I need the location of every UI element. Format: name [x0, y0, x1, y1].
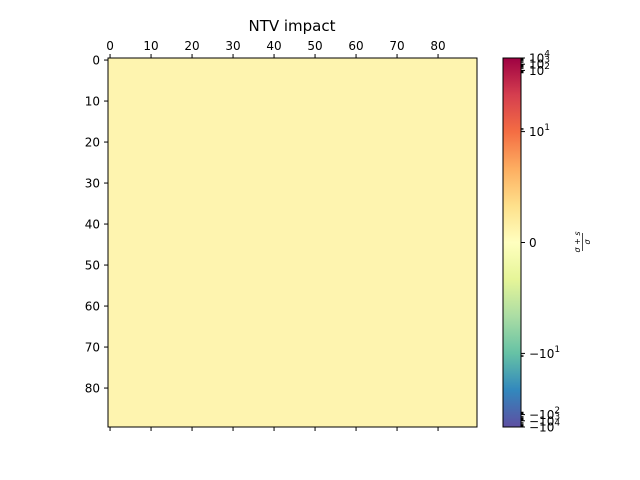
- colorbar-tick-label: −103: [529, 412, 560, 428]
- colorbar-tick-label: −101: [529, 345, 560, 361]
- y-tick-label: 80: [85, 382, 100, 396]
- colorbar: [502, 57, 522, 428]
- colorbar-tick-label: −104: [529, 419, 560, 435]
- colorbar-label: σ + s σ: [573, 231, 592, 252]
- y-tick-label: 40: [85, 218, 100, 232]
- colorbar-tick-label: −102: [529, 406, 560, 422]
- x-tick-label: 80: [430, 39, 445, 53]
- y-tick-label: 10: [85, 95, 100, 109]
- x-tick-label: 0: [106, 39, 114, 53]
- y-axis: 0 10 20 30 40 50 60 70 80: [85, 54, 108, 396]
- y-tick-label: 60: [85, 300, 100, 314]
- y-tick-label: 70: [85, 341, 100, 355]
- y-tick-label: 0: [92, 54, 100, 68]
- y-tick-label: 20: [85, 136, 100, 150]
- colorbar-label-numerator: σ + s: [573, 231, 582, 252]
- chart-title: NTV impact: [248, 17, 335, 35]
- colorbar-label-denominator: σ: [583, 239, 592, 245]
- colorbar-tick-label: 0: [529, 236, 537, 250]
- colorbar-tick-label: 101: [529, 123, 550, 139]
- colorbar-tick-label: 102: [529, 62, 550, 78]
- heatmap-area: [107, 57, 478, 428]
- x-tick-label: 70: [389, 39, 404, 53]
- x-tick-label: 30: [225, 39, 240, 53]
- x-tick-label: 40: [266, 39, 281, 53]
- x-axis-bottom: [109, 427, 439, 431]
- y-tick-label: 30: [85, 177, 100, 191]
- y-tick-label: 50: [85, 259, 100, 273]
- x-tick-label: 60: [348, 39, 363, 53]
- colorbar-tick-label: 104: [529, 50, 550, 66]
- x-tick-label: 50: [307, 39, 322, 53]
- x-tick-label: 10: [143, 39, 158, 53]
- colorbar-tick-label: 103: [529, 56, 550, 72]
- x-axis-top: 0 10 20 30 40 50 60 70 80: [106, 39, 446, 58]
- x-tick-label: 20: [184, 39, 199, 53]
